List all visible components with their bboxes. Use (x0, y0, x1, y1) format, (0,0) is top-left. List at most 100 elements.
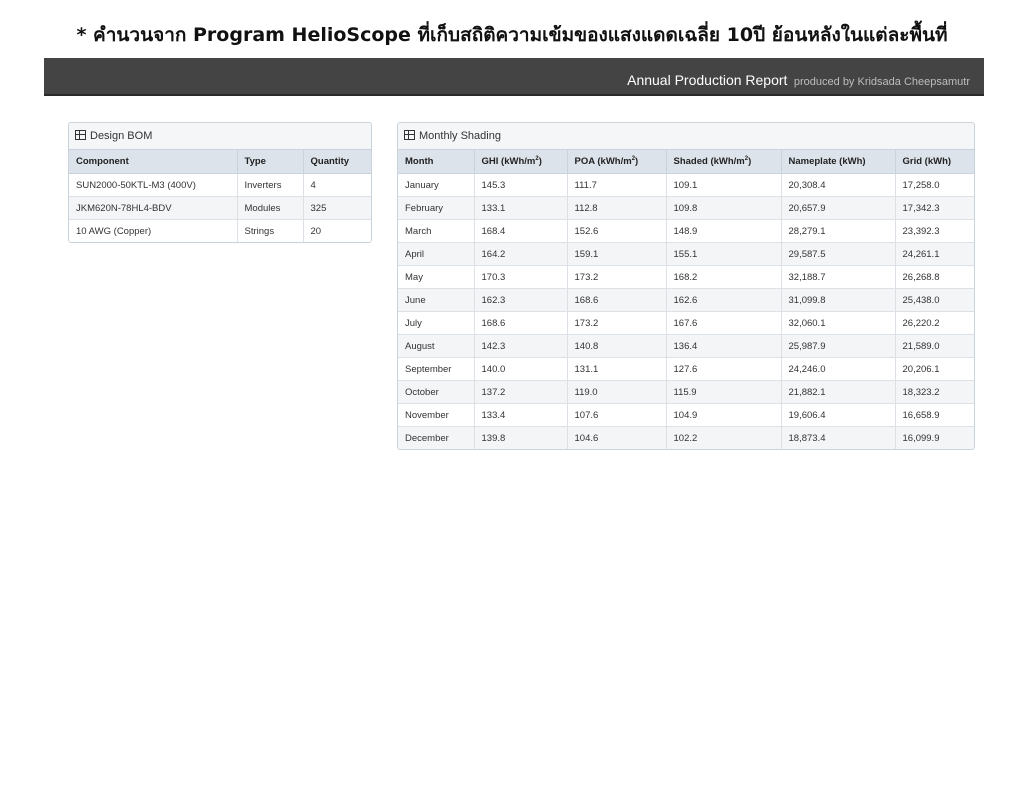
table-cell: 119.0 (567, 380, 667, 404)
table-cell: October (398, 380, 475, 404)
table-cell: 155.1 (666, 242, 782, 266)
table-cell: 145.3 (474, 173, 568, 197)
design-bom-panel: Design BOM Component Type Quantity SUN2000… (68, 122, 372, 243)
table-cell: 173.2 (567, 265, 667, 289)
table-row: August 142.3 140.8 136.4 25,987.9 21,589.0 (398, 334, 974, 358)
table-cell: 20 (310, 225, 322, 237)
table-cell: 23,392.3 (895, 219, 974, 243)
page-note: * คำนวนจาก Program HelioScope ที่เก็บสถิ… (76, 24, 948, 46)
table-cell: 20,657.9 (781, 196, 896, 220)
table-row: 10 AWG (Copper) Strings 20 (69, 219, 371, 242)
table-cell: 170.3 (474, 265, 568, 289)
table-header-row: Component Type Quantity (69, 150, 371, 174)
table-cell: 29,587.5 (781, 242, 896, 266)
table-cell: 109.1 (666, 173, 782, 197)
table-header-row: Month GHI (kWh/m2) POA (kWh/m2) Shaded (kWh… (398, 150, 974, 174)
table-cell: Inverters (237, 173, 304, 197)
table-cell: April (398, 242, 475, 266)
column-header-label: GHI (kWh/m (481, 156, 536, 168)
column-header-suffix: ) (635, 156, 639, 168)
table-cell: 19,606.4 (781, 403, 896, 427)
table-cell: 127.6 (666, 357, 782, 381)
table-cell: 17,258.0 (895, 173, 974, 197)
table-cell: 16,099.9 (895, 426, 974, 449)
table-cell: 152.6 (567, 219, 667, 243)
table-cell: 173.2 (567, 311, 667, 335)
table-cell: 133.4 (474, 403, 568, 427)
table-cell: 325 (303, 196, 371, 220)
table-cell: 111.7 (567, 173, 667, 197)
column-header-label: Shaded (kWh/m (673, 156, 745, 168)
table-cell: 18,873.4 (781, 426, 896, 449)
column-header-label: Month (405, 156, 434, 167)
table-cell: 26,220.2 (895, 311, 974, 335)
table-cell: 167.6 (666, 311, 782, 335)
report-banner: Annual Production Report produced by Kri… (44, 58, 984, 96)
table-cell: August (398, 334, 475, 358)
table-cell: 25,987.9 (781, 334, 896, 358)
table-cell: 20,206.1 (895, 357, 974, 381)
table-cell: 142.3 (474, 334, 568, 358)
column-header-superscript: 2 (631, 155, 636, 162)
table-cell: 104.9 (666, 403, 782, 427)
table-cell: 168.4 (474, 219, 568, 243)
table-cell: 159.1 (567, 242, 667, 266)
table-row: October 137.2 119.0 115.9 21,882.1 18,323.2 (398, 380, 974, 404)
design-bom-title: Design BOM (90, 130, 153, 142)
table-row: September 140.0 131.1 127.6 24,246.0 20,206.1 (398, 357, 974, 381)
table-cell: January (398, 173, 475, 197)
monthly-shading-title: Monthly Shading (419, 130, 501, 142)
table-cell: September (398, 357, 475, 381)
table-cell: 162.3 (474, 288, 568, 312)
report-byline: produced by Kridsada Cheepsamutr (793, 76, 970, 88)
table-row: June 162.3 168.6 162.6 31,099.8 25,438.0 (398, 288, 974, 312)
table-cell: 102.2 (666, 426, 782, 449)
table-cell: 20,308.4 (781, 173, 896, 197)
monthly-shading-panel: Monthly Shading Month GHI (kWh/m2) POA (kW… (397, 122, 975, 450)
report-title: Annual Production Report (627, 72, 788, 88)
table-cell: March (398, 219, 475, 243)
table-cell: 4 (303, 173, 371, 197)
column-header-superscript: 2 (535, 155, 539, 162)
table-row: July 168.6 173.2 167.6 32,060.1 26,220.2 (398, 311, 974, 335)
table-cell: 24,246.0 (781, 357, 896, 381)
table-cell: May (398, 265, 475, 289)
table-cell: 107.6 (567, 403, 667, 427)
table-cell: 164.2 (474, 242, 568, 266)
table-cell: 133.1 (474, 196, 568, 220)
table-icon (75, 130, 86, 140)
table-cell: 18,323.2 (895, 380, 974, 404)
column-header: Type (237, 150, 304, 174)
column-header-label: Grid (kWh) (902, 156, 952, 167)
column-header: Month (398, 150, 475, 174)
column-header-superscript: 2 (744, 155, 749, 162)
table-cell: 32,060.1 (781, 311, 896, 335)
table-row: December 139.8 104.6 102.2 18,873.4 16,099.9 (398, 426, 974, 449)
banner-text: Annual Production Report produced by Kri… (627, 72, 970, 90)
table-cell: 168.6 (567, 288, 667, 312)
table-cell: December (398, 426, 475, 449)
table-cell: February (398, 196, 475, 220)
table-cell: 16,658.9 (895, 403, 974, 427)
table-cell: 24,261.1 (895, 242, 974, 266)
table-cell: 17,342.3 (895, 196, 974, 220)
table-cell: 162.6 (666, 288, 782, 312)
table-cell: SUN2000-50KTL-M3 (400V) (69, 173, 238, 197)
design-bom-table: Component Type Quantity SUN2000-50KTL-M3 (… (69, 150, 371, 242)
table-cell: 115.9 (666, 380, 782, 404)
table-row: JKM620N-78HL4-BDV Modules 325 (69, 196, 371, 220)
table-cell: 28,279.1 (781, 219, 896, 243)
table-row: January 145.3 111.7 109.1 20,308.4 17,258.0 (398, 173, 974, 197)
table-cell: July (398, 311, 475, 335)
table-cell: 21,882.1 (781, 380, 896, 404)
table-cell: 140.0 (474, 357, 568, 381)
table-row: November 133.4 107.6 104.9 19,606.4 16,658.9 (398, 403, 974, 427)
column-header: GHI (kWh/m2) (474, 150, 568, 174)
table-cell: 104.6 (567, 426, 667, 449)
table-cell: JKM620N-78HL4-BDV (69, 196, 238, 220)
table-cell: 139.8 (474, 426, 568, 449)
column-header: Nameplate (kWh) (781, 150, 896, 174)
table-row: March 168.4 152.6 148.9 28,279.1 23,392.3 (398, 219, 974, 243)
table-body: January 145.3 111.7 109.1 20,308.4 17,258.0 Fe… (398, 173, 974, 449)
column-header-suffix: ) (538, 156, 542, 168)
